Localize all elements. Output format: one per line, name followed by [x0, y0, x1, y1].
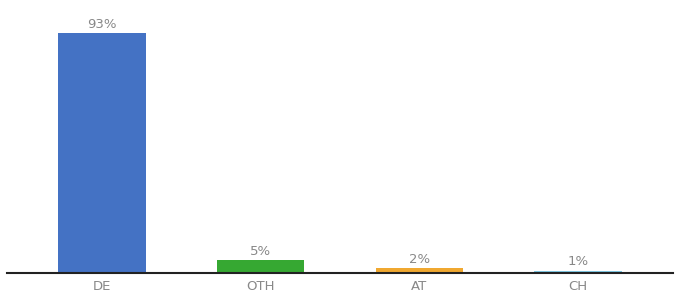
Text: 93%: 93% [87, 18, 117, 31]
Bar [534, 271, 622, 273]
Text: 2%: 2% [409, 253, 430, 266]
Bar [217, 260, 305, 273]
Text: 1%: 1% [567, 256, 588, 268]
Text: 5%: 5% [250, 245, 271, 258]
Bar [58, 33, 146, 273]
Bar [375, 268, 463, 273]
